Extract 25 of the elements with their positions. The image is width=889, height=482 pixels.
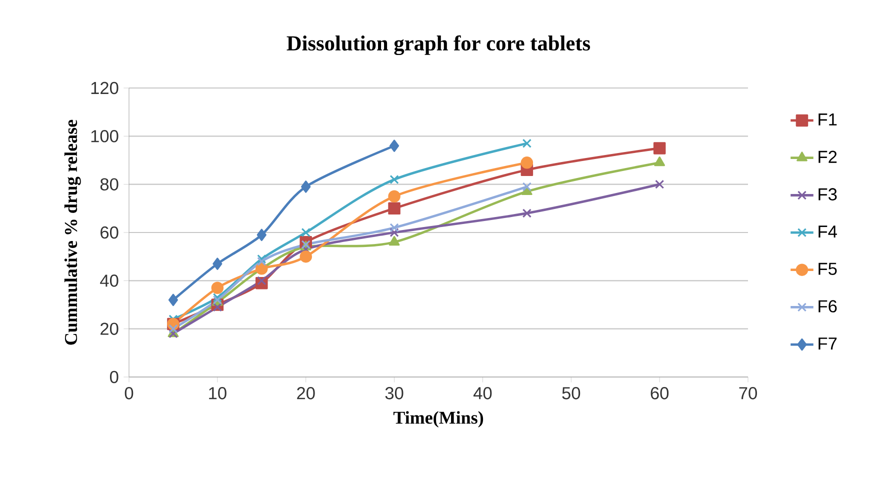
x-axis-title: Time(Mins) [393,411,484,428]
legend-label: F3 [818,188,837,200]
y-tick-label: 80 [100,178,118,190]
y-tick-label: 20 [100,322,118,335]
y-tick-label: 40 [100,274,118,287]
legend-label: F7 [818,338,837,350]
legend-label: F5 [818,262,837,275]
y-tick-label: 120 [91,82,118,94]
x-tick-label: 50 [562,387,580,400]
y-tick-label: 60 [100,226,118,239]
legend-label: F1 [818,114,837,126]
x-tick-label: 0 [124,387,134,400]
legend-label: F2 [818,150,837,163]
x-tick-label: 70 [739,387,757,400]
legend-label: F4 [818,226,837,238]
x-tick-label: 30 [385,387,404,400]
chart-title: Dissolution graph for core tablets [286,35,590,56]
y-axis-title: Cummulative % drug release [64,120,81,345]
x-tick-label: 20 [297,387,315,400]
legend-label: F6 [818,300,837,312]
y-tick-label: 100 [91,130,118,142]
x-tick-label: 60 [650,387,669,400]
x-tick-label: 40 [473,387,492,400]
x-tick-label: 10 [209,387,226,400]
y-tick-label: 0 [110,370,118,384]
